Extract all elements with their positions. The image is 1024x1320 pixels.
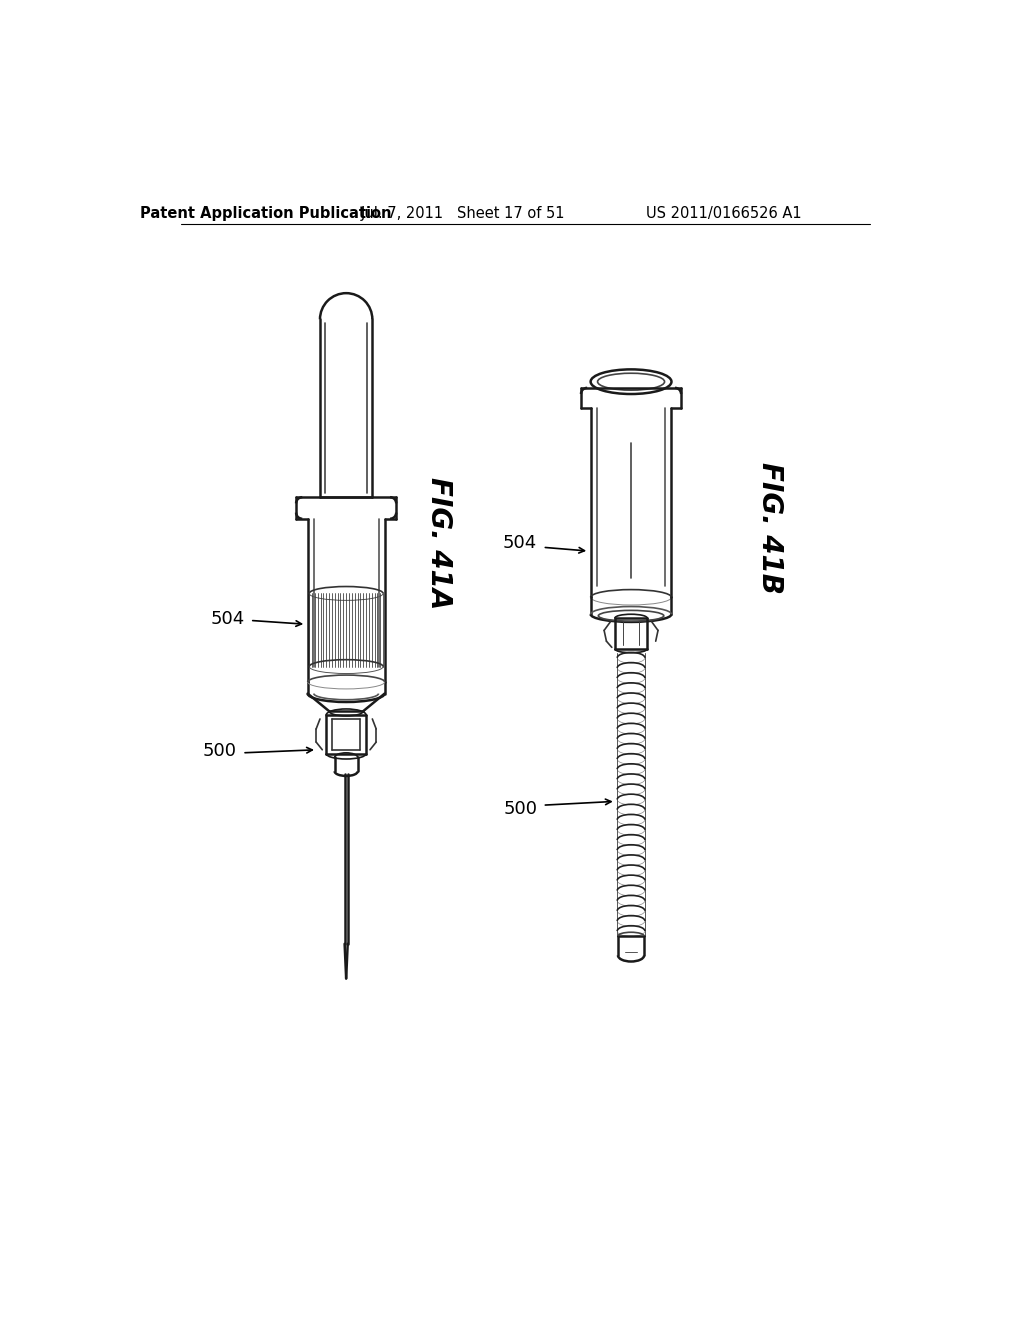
Text: FIG. 41A: FIG. 41A xyxy=(425,478,453,610)
Text: 500: 500 xyxy=(503,800,538,818)
Text: 500: 500 xyxy=(203,742,237,760)
Text: Patent Application Publication: Patent Application Publication xyxy=(139,206,391,222)
Text: US 2011/0166526 A1: US 2011/0166526 A1 xyxy=(646,206,801,222)
Text: 504: 504 xyxy=(210,610,245,628)
Text: Jul. 7, 2011   Sheet 17 of 51: Jul. 7, 2011 Sheet 17 of 51 xyxy=(360,206,565,222)
Text: FIG. 41B: FIG. 41B xyxy=(756,462,783,594)
Text: 504: 504 xyxy=(503,535,538,552)
